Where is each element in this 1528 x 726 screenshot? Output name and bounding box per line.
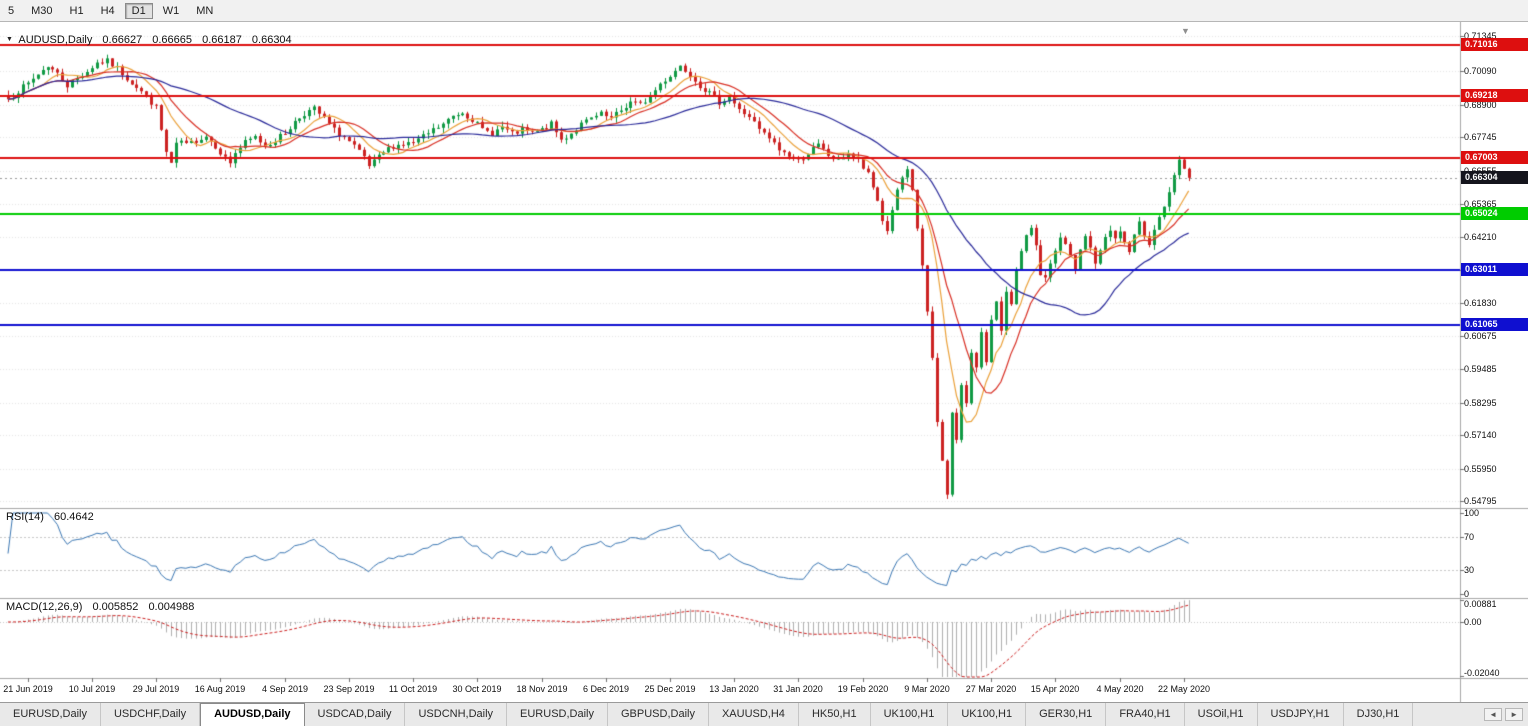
chart-tab-uk100-h1[interactable]: UK100,H1	[871, 703, 949, 726]
date-axis-label: 19 Feb 2020	[837, 684, 889, 694]
date-axis-label: 10 Jul 2019	[68, 684, 116, 694]
chart-title: ▼ AUDUSD,Daily 0.66627 0.66665 0.66187 0…	[6, 34, 299, 46]
rsi-scale-label: 30	[1464, 565, 1475, 575]
macd-indicator-label: MACD(12,26,9) 0.005852 0.004988	[6, 601, 201, 613]
chart-tab-usdcnh-daily[interactable]: USDCNH,Daily	[405, 703, 508, 726]
price-scale-label: 0.65365	[1464, 199, 1497, 209]
price-scale-label: 0.71345	[1464, 31, 1497, 41]
chart-tab-usdchf-daily[interactable]: USDCHF,Daily	[101, 703, 201, 726]
price-scale-label: 0.70090	[1464, 66, 1497, 76]
chart-tab-ger30-h1[interactable]: GER30,H1	[1026, 703, 1107, 726]
ohlc-low-value: 0.66187	[202, 34, 242, 46]
date-axis-label: 30 Oct 2019	[452, 684, 502, 694]
rsi-name: RSI(14)	[6, 511, 44, 523]
date-axis-label: 22 May 2020	[1157, 684, 1211, 694]
price-chart-canvas[interactable]	[0, 22, 1528, 702]
price-scale-label: 0.60675	[1464, 331, 1497, 341]
price-scale-label: 0.61830	[1464, 298, 1497, 308]
rsi-indicator-label: RSI(14) 60.4642	[6, 511, 101, 523]
rsi-scale-label: 100	[1464, 508, 1480, 518]
timeframe-button-h4[interactable]: H4	[100, 4, 115, 17]
chart-tab-fra40-h1[interactable]: FRA40,H1	[1106, 703, 1185, 726]
current-price-badge: 0.66304	[1461, 171, 1528, 184]
rsi-value: 60.4642	[53, 511, 94, 523]
level-price-badge: 0.61065	[1461, 318, 1528, 331]
timeframe-toolbar: 5 M30 H1 H4 D1 W1 MN	[0, 0, 1528, 22]
price-scale-label: 0.57140	[1464, 430, 1497, 440]
ohlc-close-value: 0.66304	[251, 34, 292, 46]
macd-signal-value: 0.004988	[148, 601, 195, 613]
chart-tab-eurusd-daily[interactable]: EURUSD,Daily	[0, 703, 101, 726]
price-scale-label: 0.54795	[1464, 496, 1497, 506]
symbol-dropdown-icon[interactable]: ▼	[6, 36, 13, 43]
date-axis-label: 4 May 2020	[1096, 684, 1144, 694]
date-axis-label: 21 Jun 2019	[3, 684, 53, 694]
timeframe-button-d1[interactable]: D1	[124, 2, 153, 19]
chart-tab-uk100-h1[interactable]: UK100,H1	[948, 703, 1027, 726]
timeframe-button-mn[interactable]: MN	[196, 4, 214, 17]
date-axis-label: 31 Jan 2020	[773, 684, 823, 694]
chart-tab-usdcad-daily[interactable]: USDCAD,Daily	[305, 703, 406, 726]
chart-tab-audusd-daily[interactable]: AUDUSD,Daily	[200, 703, 305, 726]
symbol-timeframe-label: AUDUSD,Daily	[18, 34, 93, 46]
price-scale-label: 0.58295	[1464, 398, 1497, 408]
date-axis-label: 13 Jan 2020	[709, 684, 759, 694]
date-axis-label: 15 Apr 2020	[1030, 684, 1080, 694]
date-axis-label: 16 Aug 2019	[194, 684, 246, 694]
price-scale-label: 0.55950	[1464, 464, 1497, 474]
tab-scroll-right-icon[interactable]: ►	[1505, 708, 1523, 721]
date-axis-label: 6 Dec 2019	[582, 684, 630, 694]
date-axis-label: 23 Sep 2019	[323, 684, 375, 694]
date-axis-label: 27 Mar 2020	[965, 684, 1017, 694]
timeframe-button-h1[interactable]: H1	[69, 4, 84, 17]
level-price-badge: 0.63011	[1461, 263, 1528, 276]
macd-main-value: 0.005852	[92, 601, 139, 613]
date-axis-label: 4 Sep 2019	[261, 684, 309, 694]
chart-shift-icon[interactable]: ▼	[1181, 26, 1190, 36]
level-price-badge: 0.67003	[1461, 151, 1528, 164]
price-scale-label: 0.68900	[1464, 100, 1497, 110]
ohlc-open-value: 0.66627	[102, 34, 143, 46]
macd-scale-label: -0.02040	[1464, 668, 1500, 678]
timeframe-button-5[interactable]: 5	[8, 4, 15, 17]
chart-tab-dj30-h1[interactable]: DJ30,H1	[1344, 703, 1414, 726]
date-axis-label: 29 Jul 2019	[132, 684, 180, 694]
tab-scroll-controls: ◄ ►	[1479, 703, 1528, 726]
level-price-badge: 0.71016	[1461, 38, 1528, 51]
date-axis-label: 25 Dec 2019	[644, 684, 696, 694]
level-price-badge: 0.65024	[1461, 207, 1528, 220]
macd-scale-label: 0.00	[1464, 617, 1482, 627]
macd-name: MACD(12,26,9)	[6, 601, 83, 613]
chart-tab-xauusd-h4[interactable]: XAUUSD,H4	[709, 703, 799, 726]
level-price-badge: 0.69218	[1461, 89, 1528, 102]
rsi-scale-label: 0	[1464, 589, 1470, 599]
chart-tab-usoil-h1[interactable]: USOil,H1	[1185, 703, 1258, 726]
timeframe-button-m30[interactable]: M30	[31, 4, 53, 17]
price-scale-label: 0.64210	[1464, 232, 1497, 242]
chart-tab-hk50-h1[interactable]: HK50,H1	[799, 703, 871, 726]
chart-region[interactable]: ▼ AUDUSD,Daily 0.66627 0.66665 0.66187 0…	[0, 22, 1528, 702]
date-axis-label: 18 Nov 2019	[516, 684, 568, 694]
date-axis-label: 11 Oct 2019	[388, 684, 438, 694]
date-axis-label: 9 Mar 2020	[904, 684, 950, 694]
chart-tab-bar: EURUSD,Daily USDCHF,Daily AUDUSD,Daily USDC…	[0, 702, 1528, 726]
timeframe-button-w1[interactable]: W1	[162, 4, 180, 17]
ohlc-high-value: 0.66665	[152, 34, 193, 46]
chart-tab-eurusd-daily[interactable]: EURUSD,Daily	[507, 703, 608, 726]
macd-scale-label: 0.00881	[1464, 599, 1497, 609]
rsi-scale-label: 70	[1464, 532, 1475, 542]
chart-tab-gbpusd-daily[interactable]: GBPUSD,Daily	[608, 703, 709, 726]
price-scale-label: 0.67745	[1464, 132, 1497, 142]
chart-tab-usdjpy-h1[interactable]: USDJPY,H1	[1258, 703, 1344, 726]
tab-scroll-left-icon[interactable]: ◄	[1484, 708, 1503, 721]
price-scale-label: 0.59485	[1464, 364, 1497, 374]
